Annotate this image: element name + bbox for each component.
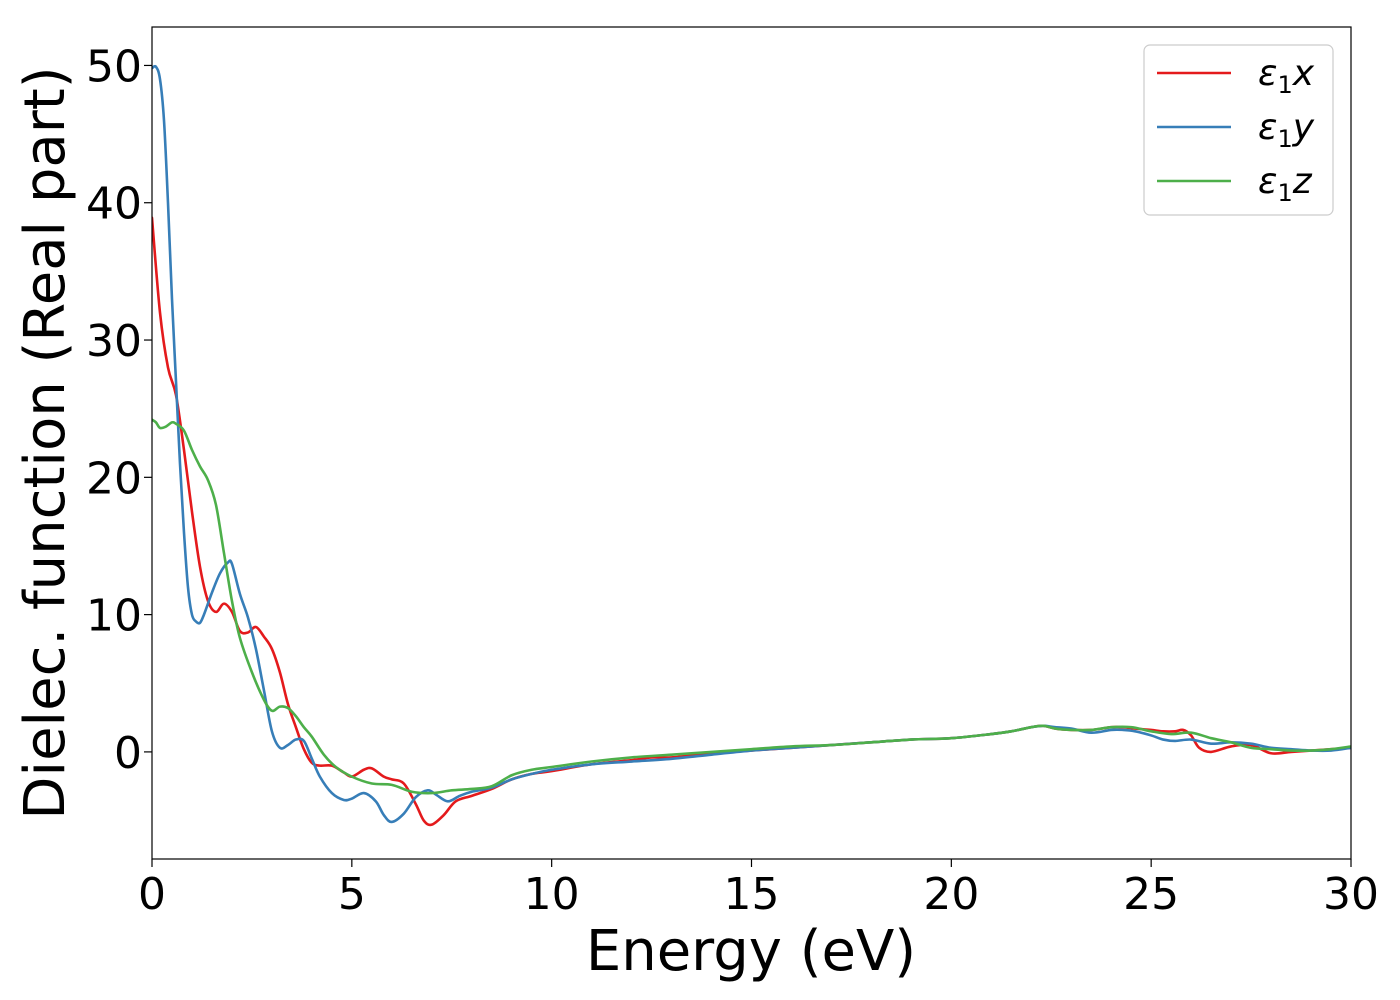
y-axis: 0 10 20 30 40 50 [86,41,152,779]
legend: ε1x ε1y ε1z [1143,44,1334,216]
y-tick-label: 0 [114,728,142,779]
y-tick-label: 40 [86,179,142,230]
legend-label-y: ε1y [1258,107,1315,153]
x-tick-label: 0 [138,869,166,920]
y-tick-label: 20 [86,453,142,504]
x-axis: 0 5 10 15 20 25 30 [138,859,1379,920]
legend-label-z: ε1z [1258,161,1313,207]
series-layer [152,64,1351,827]
series-line-z [152,418,1351,795]
x-tick-label: 25 [1123,869,1179,920]
x-tick-label: 30 [1323,869,1379,920]
y-tick-label: 50 [86,41,142,92]
y-tick-label: 30 [86,316,142,367]
x-axis-label: Energy (eV) [586,919,916,984]
x-tick-label: 20 [923,869,979,920]
x-tick-label: 10 [524,869,580,920]
y-axis-label: Dielec. function (Real part) [13,66,78,819]
legend-label-x: ε1x [1258,53,1315,99]
x-tick-label: 5 [338,869,366,920]
y-tick-label: 10 [86,591,142,642]
legend-frame [1143,44,1334,216]
x-tick-label: 15 [724,869,780,920]
